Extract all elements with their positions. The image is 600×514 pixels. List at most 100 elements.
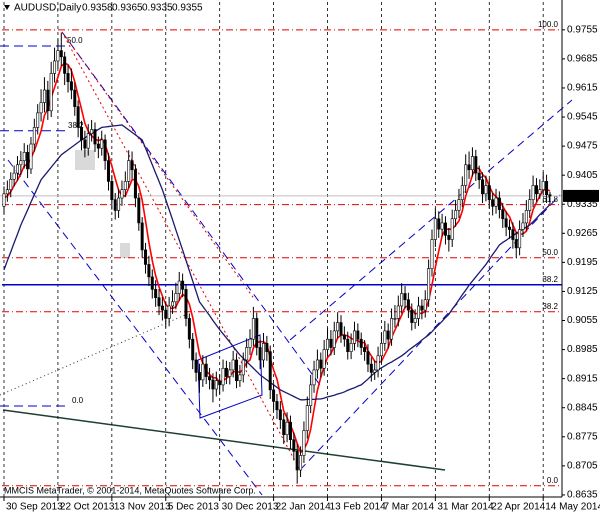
candle-body: [497, 197, 501, 210]
candle-body: [127, 160, 131, 182]
candle-body: [440, 222, 444, 230]
candle-body: [133, 169, 137, 199]
candle-body: [194, 359, 198, 373]
candle-body: [292, 439, 296, 452]
candle-body: [410, 309, 414, 323]
drawing-objects: [0, 31, 573, 496]
candle-body: [241, 359, 245, 376]
fibo-label: 38.2: [542, 275, 558, 284]
x-tick-label: 13 Nov 2013: [114, 502, 171, 513]
candle-body: [66, 73, 70, 83]
candle-body: [265, 343, 269, 352]
candle-body: [433, 218, 437, 240]
candle-body: [90, 129, 94, 134]
candle-body: [248, 338, 252, 348]
candle-body: [59, 50, 63, 58]
channel-line: [7, 159, 263, 496]
candle-body: [36, 112, 40, 128]
candle-body: [167, 305, 171, 319]
y-tick-label: 0.9055: [567, 315, 598, 326]
candle-body: [15, 164, 19, 174]
candle-body: [369, 363, 373, 373]
candle-body: [521, 222, 525, 230]
candle-body: [218, 380, 222, 386]
open-value: 0.9358: [82, 3, 113, 14]
candle-body: [332, 330, 336, 348]
candle-body: [366, 351, 370, 365]
candle-body: [208, 376, 212, 381]
candle-body: [379, 343, 383, 357]
candle-body: [42, 89, 46, 103]
candle-body: [278, 409, 282, 421]
candle-body: [160, 305, 164, 311]
copyright: MMCIS MetaTrader, © 2001-2014, MetaQuote…: [4, 485, 256, 495]
y-tick-label: 0.9125: [567, 286, 598, 297]
y-tick-label: 0.9405: [567, 170, 598, 181]
candle-body: [437, 218, 441, 230]
candle-body: [339, 322, 343, 336]
candle-body: [541, 181, 545, 191]
channel-line: [61, 31, 321, 386]
x-tick-label: 7 Mar 2014: [383, 502, 434, 513]
candle-body: [295, 451, 299, 471]
candle-body: [221, 367, 225, 386]
candle-body: [130, 160, 134, 171]
candle-body: [528, 199, 532, 211]
candle-body: [238, 374, 242, 382]
candle-body: [56, 50, 60, 62]
collapse-icon: [4, 5, 10, 10]
candle-body: [261, 343, 265, 361]
candle-body: [123, 181, 127, 191]
candle-body: [106, 160, 110, 182]
candle-body: [251, 318, 255, 340]
trend-line: [0, 314, 186, 396]
candle-body: [275, 401, 279, 411]
candle-body: [204, 363, 208, 377]
candle-body: [235, 359, 239, 382]
candle-body: [454, 210, 458, 220]
close-value: 0.9355: [172, 3, 203, 14]
candle-body: [9, 179, 13, 191]
fibo-label: 100.0: [538, 20, 559, 29]
candle-body: [32, 127, 36, 145]
candle-body: [356, 330, 360, 340]
candle-body: [181, 280, 185, 290]
y-tick-label: 0.8705: [567, 460, 598, 471]
candle-body: [511, 229, 515, 240]
y-tick-label: 0.9545: [567, 112, 598, 123]
x-tick-label: 13 Feb 2014: [330, 502, 387, 513]
candle-body: [245, 347, 249, 361]
candle-body: [73, 89, 77, 107]
x-tick-label: 5 Dec 2013: [168, 502, 220, 513]
candle-body: [171, 301, 175, 307]
candle-body: [363, 347, 367, 352]
candle-body: [470, 156, 474, 171]
candle-body: [154, 289, 158, 298]
candle-body: [22, 152, 26, 161]
candle-body: [103, 139, 107, 161]
candle-body: [491, 199, 495, 207]
y-tick-label: 0.9335: [567, 199, 598, 210]
candle-body: [467, 164, 471, 171]
candle-body: [501, 209, 505, 220]
x-tick-label: 14 May 2014: [545, 502, 600, 513]
candle-body: [174, 293, 178, 303]
y-tick-label: 0.8845: [567, 402, 598, 413]
y-tick-label: 0.9475: [567, 141, 598, 152]
candle-body: [83, 139, 87, 149]
candle-body: [5, 189, 9, 195]
x-tick-label: 22 Apr 2014: [491, 502, 545, 513]
candle-body: [346, 338, 350, 352]
channel-line: [289, 99, 573, 341]
candle-body: [191, 338, 195, 361]
price-box: [563, 189, 599, 202]
candle-body: [413, 318, 417, 323]
candle-body: [80, 127, 84, 141]
y-tick-label: 0.9615: [567, 83, 598, 94]
candle-body: [400, 293, 404, 307]
candle-body: [524, 210, 528, 224]
candle-body: [201, 363, 205, 381]
shade-box: [75, 150, 95, 170]
fibo-label: 61.8: [542, 195, 558, 204]
